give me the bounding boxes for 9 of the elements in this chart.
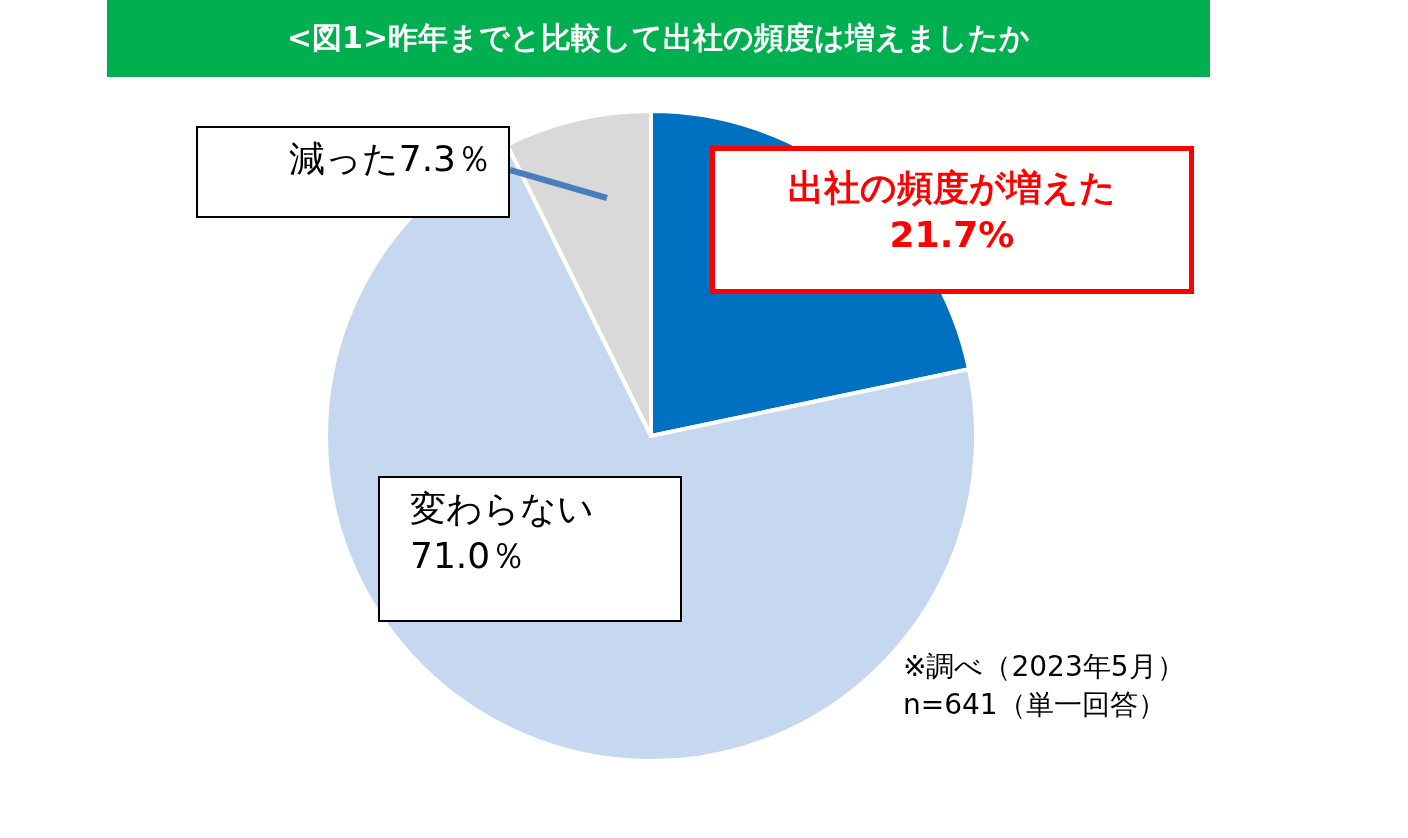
- chart-title: <図1>昨年までと比較して出社の頻度は増えましたか: [107, 0, 1210, 77]
- text: n=641（単一回答）: [903, 686, 1167, 723]
- data-label: 7.3％: [398, 138, 492, 179]
- slice-label: 変わらない: [410, 488, 594, 529]
- data-label: 71.0％: [410, 534, 527, 576]
- text: ※調べ（2023年5月）: [903, 649, 1185, 685]
- slice-label: 減った: [288, 138, 399, 179]
- data-label: 21.7%: [889, 213, 1015, 255]
- slice-label: 出社の頻度が増えた: [788, 167, 1116, 208]
